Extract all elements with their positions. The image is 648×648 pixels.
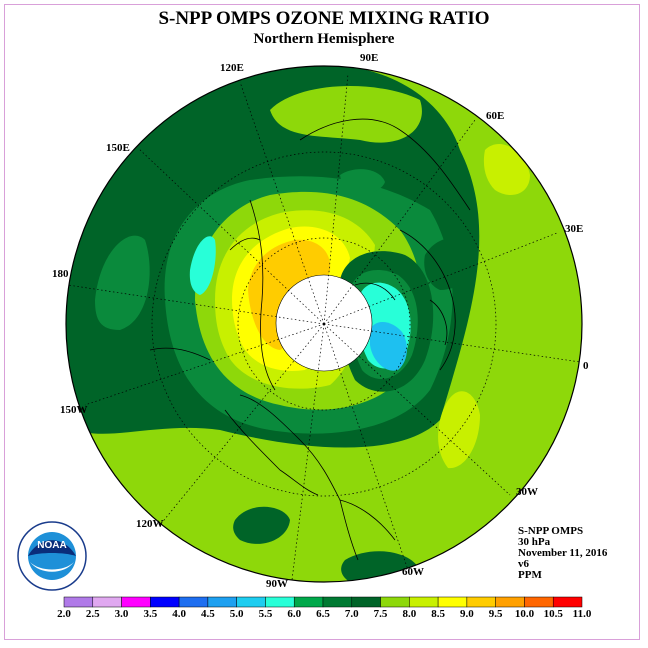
colorbar-tick-label: 4.0	[172, 608, 186, 620]
colorbar-tick-label: 9.5	[488, 608, 503, 620]
colorbar-tick-label: 2.5	[85, 608, 100, 620]
colorbar-tick-label: 4.5	[201, 608, 215, 620]
noaa-logo-text: NOAA	[37, 540, 67, 551]
lon-label-0: 0	[583, 360, 589, 372]
ozone-region-mid-green-left	[95, 235, 150, 330]
colorbar-tick-label: 8.0	[402, 608, 417, 620]
colorbar-tick-label: 6.0	[287, 608, 302, 620]
ozone-field	[66, 66, 530, 582]
info-date: November 11, 2016	[518, 547, 608, 559]
coastlines	[149, 118, 471, 561]
lon-label-90e: 90E	[360, 52, 379, 64]
lon-label-60w: 60W	[402, 566, 424, 578]
ozone-region-dark-green-bottom	[233, 506, 290, 544]
colorbar-tick-label: 3.0	[114, 608, 129, 620]
lon-label-60e: 60E	[486, 110, 505, 122]
colorbar-tick-label: 11.0	[572, 608, 592, 620]
colorbar-tick-label: 5.0	[229, 608, 244, 620]
info-pressure: 30 hPa	[518, 536, 551, 548]
colorbar-tick-label: 8.5	[431, 608, 445, 620]
colorbar-tick-label: 2.0	[57, 608, 71, 620]
lon-label-150w: 150W	[60, 404, 88, 416]
map-title: S-NPP OMPS OZONE MIXING RATIO	[158, 8, 490, 29]
info-units: PPM	[518, 569, 542, 581]
colorbar-tick-label: 9.0	[460, 608, 474, 620]
lon-label-150e: 150E	[106, 142, 130, 154]
ozone-region-dark-green-east	[424, 238, 479, 290]
ozone-region-yellow-green-southeast	[438, 391, 480, 469]
colorbar-tick-label: 7.5	[373, 608, 388, 620]
lon-label-30e: 30E	[565, 223, 584, 235]
lon-label-30w: 30W	[516, 486, 538, 498]
noaa-logo	[17, 521, 87, 591]
map-subtitle: Northern Hemisphere	[253, 31, 395, 47]
colorbar-tick-label: 10.0	[514, 608, 535, 620]
ozone-region-blue	[370, 321, 407, 371]
lon-label-90w: 90W	[266, 578, 288, 590]
ozone-region-yellow-green-east	[483, 144, 530, 195]
ozone-region-mid-green-top	[340, 169, 385, 195]
info-instrument: S-NPP OMPS	[518, 525, 584, 537]
colorbar-tick-label: 3.5	[143, 608, 158, 620]
lon-label-120w: 120W	[136, 518, 164, 530]
colorbar-tick-label: 10.5	[543, 608, 563, 620]
ozone-region-cyan-left	[189, 236, 216, 295]
colorbar-tick-label: 7.0	[344, 608, 359, 620]
info-block: S-NPP OMPS 30 hPa November 11, 2016 v6 P…	[518, 526, 607, 581]
lon-label-180: 180	[52, 268, 69, 280]
ozone-region-lime-top	[270, 86, 422, 143]
graticule	[67, 73, 581, 581]
colorbar-tick-label: 6.5	[316, 608, 330, 620]
info-version: v6	[518, 558, 529, 570]
map-outline	[65, 65, 583, 583]
colorbar-tick-label: 5.5	[258, 608, 273, 620]
lon-label-120e: 120E	[220, 62, 244, 74]
